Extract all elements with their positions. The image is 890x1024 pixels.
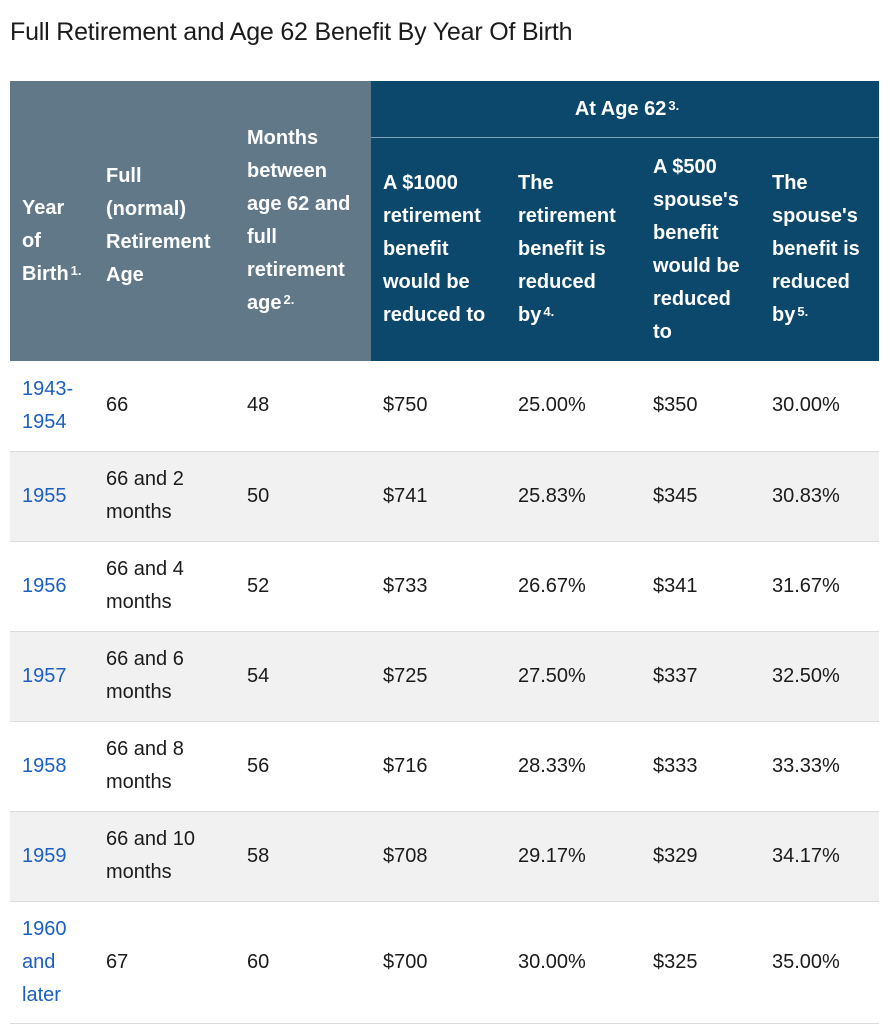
header-full-age-label: Full (normal) Retirement Age bbox=[106, 165, 211, 286]
table-row: 1959 66 and 10 months 58 $708 29.17% $32… bbox=[10, 811, 880, 902]
cell-year[interactable]: 1958 bbox=[10, 721, 94, 812]
cell-retire-by: 26.67% bbox=[506, 541, 641, 632]
cell-months: 48 bbox=[235, 361, 371, 452]
header-year-label: Year of Birth bbox=[22, 196, 69, 285]
header-spouse-reduced-by: The spouse's benefit is reduced by 5. bbox=[760, 137, 880, 361]
cell-retire-to: $700 bbox=[371, 901, 506, 1024]
cell-full-age: 66 and 4 months bbox=[94, 541, 235, 632]
header-retirement-reduced-to: A $1000 retirement benefit would be redu… bbox=[371, 137, 506, 361]
cell-months: 54 bbox=[235, 631, 371, 722]
cell-spouse-to: $325 bbox=[641, 901, 760, 1024]
cell-months: 58 bbox=[235, 811, 371, 902]
footnote-ref-5[interactable]: 5. bbox=[797, 304, 809, 319]
table-row: 1960 and later 67 60 $700 30.00% $325 35… bbox=[10, 901, 880, 1024]
cell-retire-to: $733 bbox=[371, 541, 506, 632]
cell-spouse-to: $345 bbox=[641, 451, 760, 542]
header-retirement-reduced-by: The retirement benefit is reduced by 4. bbox=[506, 137, 641, 361]
header-months-label: Months between age 62 and full retiremen… bbox=[247, 127, 351, 314]
cell-retire-by: 29.17% bbox=[506, 811, 641, 902]
year-link[interactable]: 1956 bbox=[22, 574, 67, 597]
cell-full-age: 66 and 6 months bbox=[94, 631, 235, 722]
year-link[interactable]: 1943-1954 bbox=[22, 377, 74, 433]
header-spouse-to-label: A $500 spouse's benefit would be reduced… bbox=[653, 155, 740, 343]
cell-spouse-to: $350 bbox=[641, 361, 760, 452]
header-year-of-birth: Year of Birth 1. bbox=[10, 81, 94, 361]
cell-full-age: 67 bbox=[94, 901, 235, 1024]
cell-year[interactable]: 1960 and later bbox=[10, 901, 94, 1024]
cell-months: 52 bbox=[235, 541, 371, 632]
header-months-between: Months between age 62 and full retiremen… bbox=[235, 81, 371, 361]
cell-retire-to: $708 bbox=[371, 811, 506, 902]
cell-months: 56 bbox=[235, 721, 371, 812]
header-spouse-by-label: The spouse's benefit is reduced by bbox=[772, 172, 860, 326]
cell-spouse-by: 31.67% bbox=[760, 541, 880, 632]
header-retire-to-label: A $1000 retirement benefit would be redu… bbox=[383, 172, 486, 326]
cell-year[interactable]: 1959 bbox=[10, 811, 94, 902]
table-row: 1958 66 and 8 months 56 $716 28.33% $333… bbox=[10, 721, 880, 812]
cell-full-age: 66 bbox=[94, 361, 235, 452]
cell-spouse-by: 33.33% bbox=[760, 721, 880, 812]
cell-months: 50 bbox=[235, 451, 371, 542]
header-retire-by-label: The retirement benefit is reduced by bbox=[518, 172, 616, 326]
cell-spouse-by: 30.83% bbox=[760, 451, 880, 542]
table-row: 1943-1954 66 48 $750 25.00% $350 30.00% bbox=[10, 361, 880, 452]
cell-retire-to: $741 bbox=[371, 451, 506, 542]
cell-spouse-by: 34.17% bbox=[760, 811, 880, 902]
year-link[interactable]: 1958 bbox=[22, 754, 67, 777]
cell-spouse-by: 35.00% bbox=[760, 901, 880, 1024]
cell-retire-by: 30.00% bbox=[506, 901, 641, 1024]
cell-retire-to: $716 bbox=[371, 721, 506, 812]
year-link[interactable]: 1957 bbox=[22, 664, 67, 687]
cell-spouse-to: $337 bbox=[641, 631, 760, 722]
header-spouse-reduced-to: A $500 spouse's benefit would be reduced… bbox=[641, 137, 760, 361]
cell-retire-by: 27.50% bbox=[506, 631, 641, 722]
cell-full-age: 66 and 8 months bbox=[94, 721, 235, 812]
cell-retire-to: $750 bbox=[371, 361, 506, 452]
cell-spouse-to: $341 bbox=[641, 541, 760, 632]
table-header: Year of Birth 1. Full (normal) Retirement… bbox=[10, 81, 880, 361]
footnote-ref-4[interactable]: 4. bbox=[543, 304, 555, 319]
cell-year[interactable]: 1955 bbox=[10, 451, 94, 542]
cell-spouse-by: 32.50% bbox=[760, 631, 880, 722]
footnote-ref-3[interactable]: 3. bbox=[668, 97, 680, 113]
table-row: 1955 66 and 2 months 50 $741 25.83% $345… bbox=[10, 451, 880, 542]
cell-retire-by: 25.83% bbox=[506, 451, 641, 542]
cell-retire-by: 25.00% bbox=[506, 361, 641, 452]
table-row: 1957 66 and 6 months 54 $725 27.50% $337… bbox=[10, 631, 880, 722]
table-row: 1956 66 and 4 months 52 $733 26.67% $341… bbox=[10, 541, 880, 632]
cell-months: 60 bbox=[235, 901, 371, 1024]
cell-spouse-to: $329 bbox=[641, 811, 760, 902]
footnote-ref-1[interactable]: 1. bbox=[70, 262, 82, 278]
cell-year[interactable]: 1943-1954 bbox=[10, 361, 94, 452]
header-group-label: At Age 62 bbox=[574, 97, 667, 120]
year-link[interactable]: 1959 bbox=[22, 844, 67, 867]
cell-year[interactable]: 1957 bbox=[10, 631, 94, 722]
cell-spouse-to: $333 bbox=[641, 721, 760, 812]
table-body: 1943-1954 66 48 $750 25.00% $350 30.00% … bbox=[10, 361, 880, 1024]
year-link[interactable]: 1955 bbox=[22, 484, 67, 507]
header-at-age-62: At Age 62 3. bbox=[371, 81, 880, 138]
cell-retire-by: 28.33% bbox=[506, 721, 641, 812]
year-link[interactable]: 1960 and later bbox=[22, 917, 67, 1006]
footnote-ref-2[interactable]: 2. bbox=[283, 292, 295, 307]
cell-retire-to: $725 bbox=[371, 631, 506, 722]
header-full-retirement-age: Full (normal) Retirement Age bbox=[94, 81, 235, 361]
cell-full-age: 66 and 2 months bbox=[94, 451, 235, 542]
page-title: Full Retirement and Age 62 Benefit By Ye… bbox=[10, 18, 573, 46]
cell-spouse-by: 30.00% bbox=[760, 361, 880, 452]
cell-year[interactable]: 1956 bbox=[10, 541, 94, 632]
cell-full-age: 66 and 10 months bbox=[94, 811, 235, 902]
benefit-table: Year of Birth 1. Full (normal) Retirement… bbox=[10, 81, 880, 1024]
